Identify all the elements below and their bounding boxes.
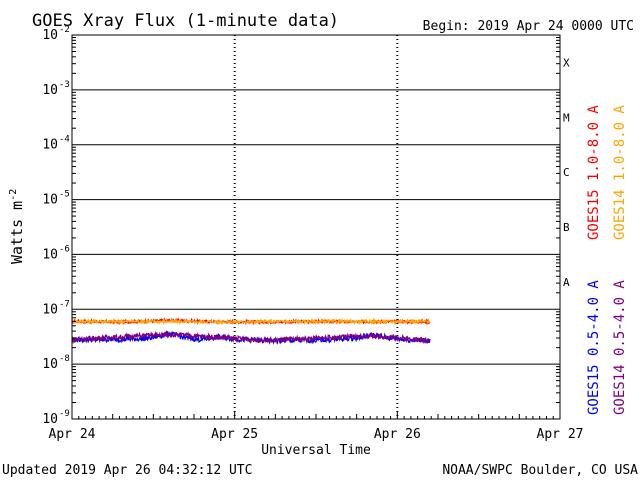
legend-entry: GOES15 0.5-4.0 A — [586, 280, 602, 415]
flare-class-label: B — [563, 221, 570, 234]
legend: GOES15 1.0-8.0 A GOES14 1.0-8.0 A GOES15 0… — [586, 105, 628, 415]
y-tick-mantissa: 10 — [42, 193, 58, 208]
source-credit: NOAA/SWPC Boulder, CO USA — [442, 463, 638, 478]
y-tick-mantissa: 10 — [42, 302, 58, 317]
y-axis-label: Watts m-2 — [8, 189, 26, 264]
flare-class-label: M — [563, 111, 570, 124]
y-tick-label: 10 — [42, 138, 58, 153]
y-tick-label: 10 — [42, 357, 58, 372]
y-tick-label: 10 — [42, 83, 58, 98]
y-tick-exponent: -8 — [59, 354, 70, 364]
y-axis-label-text: Watts m — [8, 201, 26, 264]
y-tick-mantissa: 10 — [42, 83, 58, 98]
begin-label: Begin: 2019 Apr 24 0000 UTC — [423, 19, 634, 34]
legend-entry: GOES14 1.0-8.0 A — [612, 105, 628, 240]
y-tick-exponent: -3 — [59, 80, 70, 90]
y-tick-exponent: -4 — [59, 135, 70, 145]
y-tick-exponent: -6 — [59, 244, 70, 254]
x-tick-label: Apr 27 — [537, 427, 584, 442]
y-tick-label: 10 — [42, 28, 58, 43]
series-line — [71, 317, 431, 326]
flare-class-label: C — [563, 166, 570, 179]
x-tick-label: Apr 24 — [49, 427, 96, 442]
y-tick-mantissa: 10 — [42, 247, 58, 262]
y-axis-label-exponent: -2 — [8, 189, 19, 201]
legend-entry: GOES14 0.5-4.0 A — [612, 280, 628, 415]
x-tick-label: Apr 25 — [211, 427, 258, 442]
series-line — [71, 329, 431, 345]
y-tick-mantissa: 10 — [42, 357, 58, 372]
updated-timestamp: Updated 2019 Apr 26 04:32:12 UTC — [2, 463, 252, 478]
grid-layer — [72, 35, 560, 419]
legend-entry: GOES15 1.0-8.0 A — [586, 105, 602, 240]
y-tick-mantissa: 10 — [42, 412, 58, 427]
y-tick-exponent: -9 — [59, 409, 70, 419]
y-tick-mantissa: 10 — [42, 28, 58, 43]
y-tick-exponent: -5 — [59, 190, 70, 200]
y-tick-label: 10 — [42, 302, 58, 317]
x-axis-label: Universal Time — [261, 443, 371, 458]
x-tick-label: Apr 26 — [374, 427, 421, 442]
y-tick-mantissa: 10 — [42, 138, 58, 153]
y-tick-exponent: -7 — [59, 299, 70, 309]
flare-class-label: X — [563, 56, 570, 69]
y-tick-label: 10 — [42, 412, 58, 427]
y-tick-label: 10 — [42, 193, 58, 208]
y-tick-label: 10 — [42, 247, 58, 262]
series-layer — [71, 317, 431, 345]
flare-class-label: A — [563, 276, 570, 289]
y-tick-exponent: -2 — [59, 25, 70, 35]
chart-title: GOES Xray Flux (1-minute data) — [32, 11, 339, 31]
